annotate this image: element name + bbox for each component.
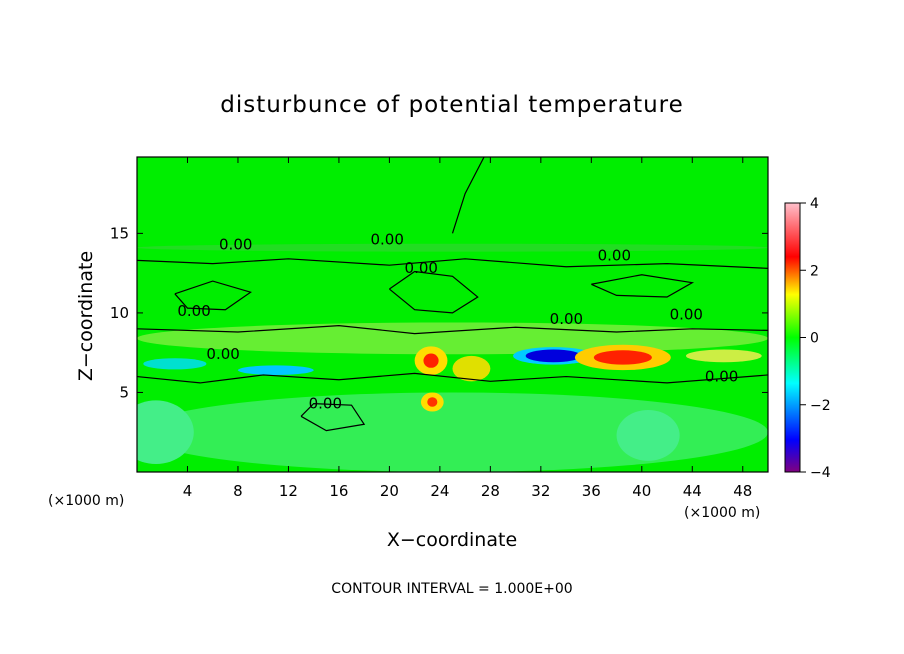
colorbar-tick-label: 0 — [810, 331, 819, 347]
contour-line — [451, 157, 485, 234]
contour-line — [389, 270, 479, 314]
cool-patch-right — [616, 409, 680, 461]
x-axis: 4 8 12 16 20 24 28 32 36 40 44 48 — [183, 157, 752, 500]
contour-interval-note: CONTOUR INTERVAL = 1.000E+00 — [331, 581, 572, 597]
x-unit-left: (×1000 m) — [48, 493, 124, 509]
lower-layer — [137, 392, 768, 472]
cold-cell-2 — [143, 358, 207, 370]
x-tick-label: 8 — [233, 482, 243, 500]
x-tick-label: 40 — [632, 482, 651, 500]
x-unit-right: (×1000 m) — [684, 505, 760, 521]
chart-title: disturbunce of potential temperature — [220, 92, 684, 118]
contour-line — [300, 402, 366, 432]
x-tick-label: 16 — [329, 482, 348, 500]
warm-core-1 — [593, 350, 652, 365]
x-tick-label: 32 — [531, 482, 550, 500]
contour-line — [137, 258, 768, 269]
cold-cell-1 — [237, 365, 314, 375]
x-axis-label: X−coordinate — [387, 529, 517, 551]
warm-core-3 — [427, 397, 438, 407]
contour-label: 0.00 — [405, 259, 438, 277]
contour-line — [137, 325, 768, 335]
contour-label: 0.00 — [206, 345, 239, 363]
colorbar-tick-label: 4 — [810, 196, 819, 212]
y-tick-label: 15 — [110, 224, 129, 242]
colorbar-tick-label: −2 — [810, 398, 831, 414]
contour-label: 0.00 — [598, 246, 631, 264]
heatmap-field: 0.00 0.000.000.000.00 0.00 0.000.000.000.00 — [137, 157, 768, 472]
colorbar-tick-label: 2 — [810, 263, 819, 279]
x-tick-label: 12 — [279, 482, 298, 500]
contour-label: 0.00 — [670, 305, 703, 323]
cold-core — [525, 349, 582, 363]
cool-patch-left — [137, 400, 194, 465]
x-tick-label: 36 — [582, 482, 601, 500]
colorbar — [784, 202, 801, 473]
contour-line — [591, 274, 695, 298]
x-tick-label: 20 — [380, 482, 399, 500]
y-axis-label: Z−coordinate — [75, 251, 97, 381]
warm-cell-4 — [452, 355, 491, 382]
contour-label: 0.00 — [177, 302, 210, 320]
y-tick-label: 5 — [119, 383, 129, 401]
warm-core-2 — [423, 353, 439, 368]
contour-label: 0.00 — [705, 367, 738, 385]
y-tick-label: 10 — [110, 304, 129, 322]
x-tick-label: 48 — [733, 482, 752, 500]
x-tick-label: 24 — [430, 482, 449, 500]
upper-band — [137, 243, 768, 252]
contour-label: 0.00 — [370, 231, 403, 249]
y-axis: 5 10 15 — [110, 224, 768, 401]
x-tick-label: 28 — [481, 482, 500, 500]
colorbar-tick-label: −4 — [810, 465, 831, 481]
contour-line — [137, 372, 768, 384]
contour-label: 0.00 — [309, 394, 342, 412]
x-tick-label: 44 — [683, 482, 702, 500]
contour-label: 0.00 — [550, 310, 583, 328]
warm-cell-5 — [685, 349, 762, 363]
x-tick-label: 4 — [183, 482, 193, 500]
contour-label: 0.00 — [219, 235, 252, 253]
contour-line — [174, 280, 252, 311]
colorbar-ticks: 4 2 0 −2 −4 — [800, 196, 831, 481]
plot-frame — [136, 156, 769, 473]
